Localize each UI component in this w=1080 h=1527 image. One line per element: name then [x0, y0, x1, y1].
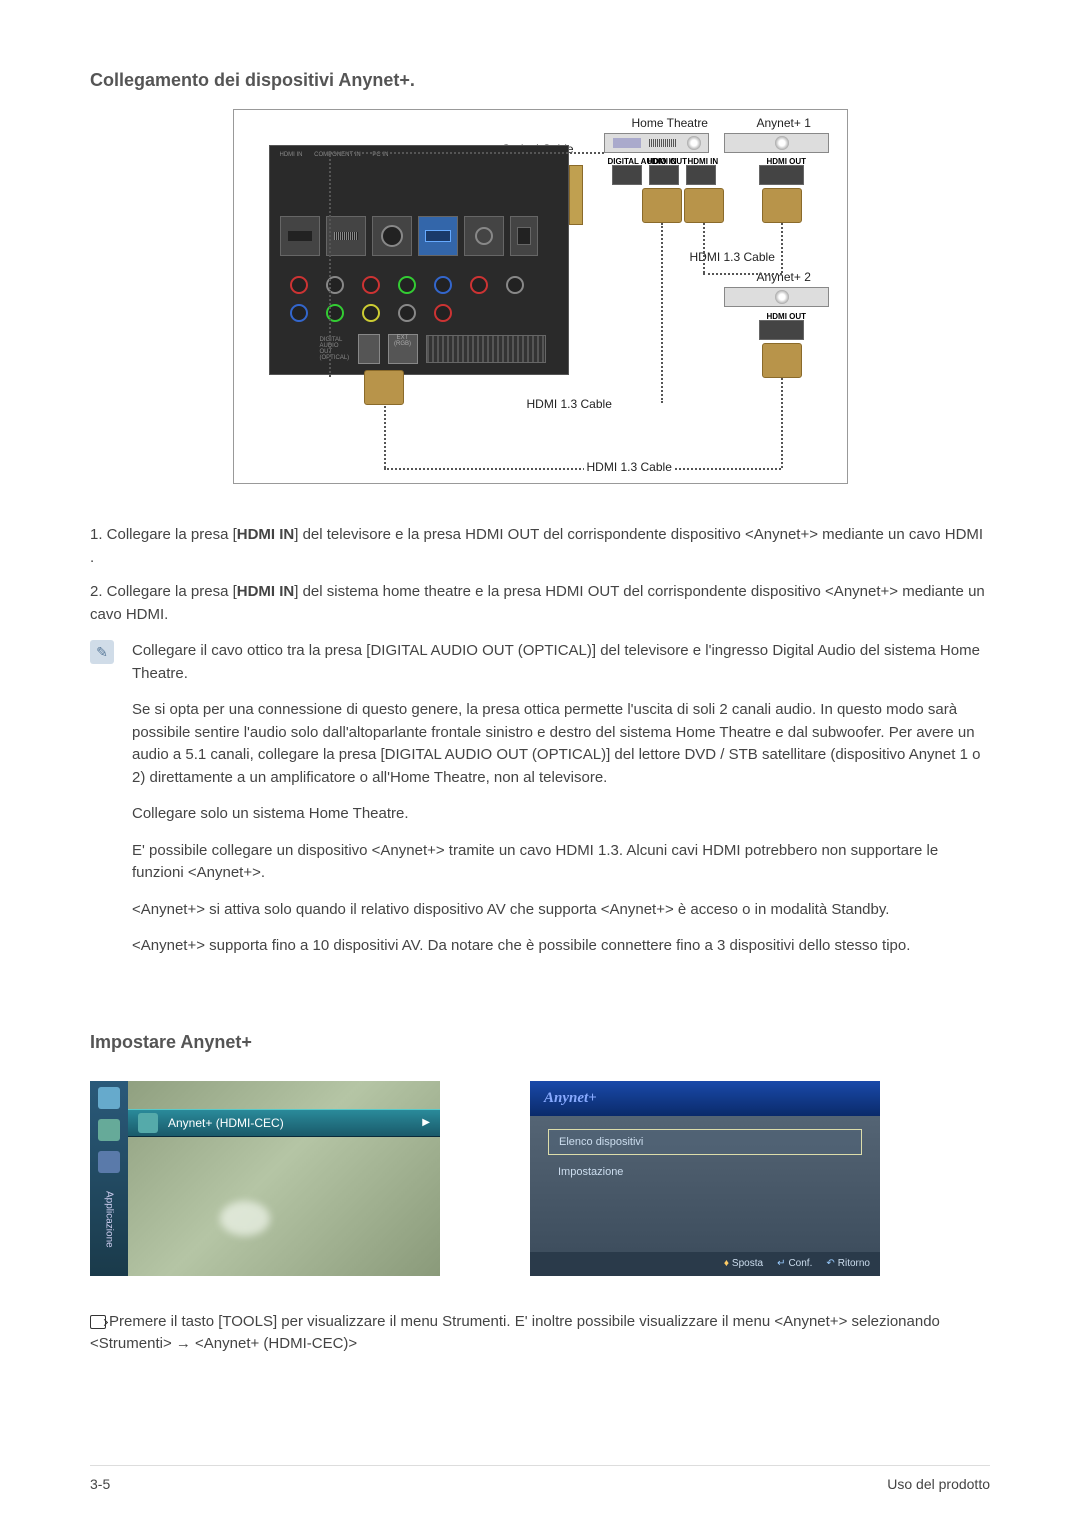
note-6: <Anynet+> supporta fino a 10 dispositivi…	[132, 935, 990, 958]
ht-digital-audio-in	[612, 165, 642, 185]
note-1: Collegare il cavo ottico tra la presa [D…	[132, 640, 990, 685]
label-hdmi-cable-2: HDMI 1.3 Cable	[524, 397, 615, 411]
hdmi-conn-tv	[364, 370, 404, 405]
an1-hdmi-out	[759, 165, 804, 185]
sidebar-label: Applicazione	[104, 1191, 115, 1248]
selected-menu-item: Anynet+ (HDMI-CEC) ▶	[128, 1109, 440, 1137]
note-4: E' possibile collegare un dispositivo <A…	[132, 840, 990, 885]
step-2: 2. Collegare la presa [HDMI IN] del sist…	[90, 581, 990, 626]
anynet-footer: ♦Sposta ↵Conf. ↶Ritorno	[530, 1252, 880, 1276]
label-home-theatre: Home Theatre	[629, 116, 711, 130]
home-theatre-device	[604, 133, 709, 153]
hdmi-conn-2	[684, 188, 724, 223]
step2-bold: HDMI IN	[237, 583, 295, 600]
step1-bold: HDMI IN	[237, 526, 295, 543]
note-3: Collegare solo un sistema Home Theatre.	[132, 803, 990, 826]
note-5: <Anynet+> si attiva solo quando il relat…	[132, 899, 990, 922]
label-hdmi-cable-1: HDMI 1.3 Cable	[687, 250, 778, 264]
hdmi-conn-1	[642, 188, 682, 223]
anynet-header: Anynet+	[530, 1081, 880, 1116]
ext-port: EXT (RGB)	[388, 334, 418, 364]
hdmi-conn-4	[762, 343, 802, 378]
sidebar-icon-3	[98, 1151, 120, 1173]
footer-ritorno: ↶Ritorno	[826, 1258, 870, 1269]
ht-hdmi-out	[649, 165, 679, 185]
page-number: 3-5	[90, 1476, 110, 1492]
page-section: Uso del prodotto	[887, 1476, 990, 1492]
page-footer: 3-5 Uso del prodotto	[90, 1465, 990, 1492]
note-icon: ✎	[90, 640, 114, 664]
ht-hdmi-out-label: HDMI OUT	[648, 157, 688, 166]
footer-conf: ↵Conf.	[777, 1258, 812, 1269]
chevron-right-icon: ▶	[422, 1117, 430, 1128]
anynet2-device	[724, 287, 829, 307]
section-title: Collegamento dei dispositivi Anynet+.	[90, 70, 990, 91]
an1-hdmi-out-label: HDMI OUT	[767, 157, 807, 166]
screenshot-anynet-menu: Anynet+ Elenco dispositivi Impostazione …	[530, 1081, 880, 1276]
anynet-item2-label: Impostazione	[558, 1166, 623, 1178]
selected-item-icon	[138, 1113, 158, 1133]
anynet1-device	[724, 133, 829, 153]
label-hdmi-cable-3: HDMI 1.3 Cable	[584, 460, 675, 474]
hdmi-conn-3	[762, 188, 802, 223]
connection-diagram: Home Theatre Anynet+ 1 DIGITAL AUDIO IN …	[233, 109, 848, 484]
an2-hdmi-out	[759, 320, 804, 340]
note-2: Se si opta per una connessione di questo…	[132, 699, 990, 789]
footnote-text: Premere il tasto [TOOLS] per visualizzar…	[90, 1313, 940, 1353]
anynet-item1-label: Elenco dispositivi	[559, 1136, 643, 1148]
an2-hdmi-out-label: HDMI OUT	[767, 312, 807, 321]
selected-item-label: Anynet+ (HDMI-CEC)	[168, 1116, 284, 1130]
step-1: 1. Collegare la presa [HDMI IN] del tele…	[90, 524, 990, 569]
anynet-menu-devices: Elenco dispositivi	[548, 1129, 862, 1155]
footer-sposta: ♦Sposta	[724, 1258, 763, 1269]
screenshot-app-menu: Applicazione Anynet+ (HDMI-CEC) ▶	[90, 1081, 440, 1276]
sidebar-icon-2	[98, 1119, 120, 1141]
anynet-menu-setup: Impostazione	[548, 1159, 862, 1185]
section2-title: Impostare Anynet+	[90, 1032, 990, 1053]
tv-panel: HDMI IN COMPONENT IN PC IN	[269, 145, 569, 375]
note-content: Collegare il cavo ottico tra la presa [D…	[132, 640, 990, 972]
step2-pre: 2. Collegare la presa [	[90, 583, 237, 600]
anynet-logo: Anynet+	[544, 1090, 597, 1107]
ht-hdmi-in-label: HDMI IN	[688, 157, 719, 166]
tools-footnote: Premere il tasto [TOOLS] per visualizzar…	[90, 1311, 990, 1356]
connection-diagram-wrap: Home Theatre Anynet+ 1 DIGITAL AUDIO IN …	[90, 109, 990, 484]
sidebar-icon-1	[98, 1087, 120, 1109]
tools-icon	[90, 1315, 106, 1329]
app-sidebar: Applicazione	[90, 1081, 128, 1276]
step1-pre: 1. Collegare la presa [	[90, 526, 237, 543]
optical-connector	[569, 165, 583, 225]
label-anynet1: Anynet+ 1	[754, 116, 814, 130]
ht-hdmi-in	[686, 165, 716, 185]
